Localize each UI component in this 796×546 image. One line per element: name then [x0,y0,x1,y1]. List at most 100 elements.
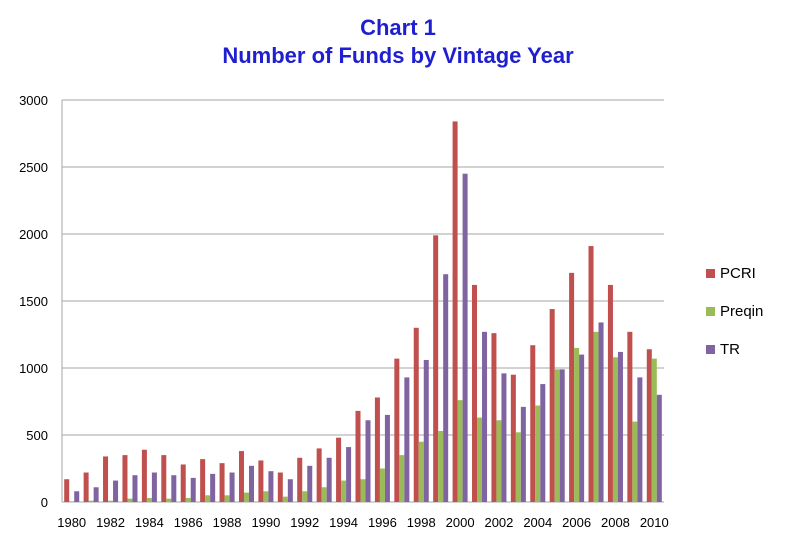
bar-pcri [491,333,497,502]
bar-pcri [510,374,516,502]
bar-preqin [360,479,366,502]
bar-tr [190,477,196,502]
bar-pcri [122,455,128,502]
bar-tr [540,384,546,502]
bar-pcri [452,121,458,502]
bar-tr [346,447,352,502]
y-tick-label: 0 [41,495,48,510]
bar-tr [637,377,643,502]
bar-tr [520,406,526,502]
bar-tr [482,331,488,502]
bar-preqin [612,357,618,502]
bar-preqin [593,331,599,502]
x-tick-label: 1986 [174,515,203,530]
chart-title: Chart 1 [360,15,436,40]
bar-tr [248,465,254,502]
x-tick-label: 2000 [446,515,475,530]
bar-preqin [341,480,347,502]
bar-preqin [88,500,94,502]
bar-tr [287,479,293,502]
bar-tr [74,491,80,502]
x-tick-label: 2004 [523,515,552,530]
x-tick-label: 2010 [640,515,669,530]
bar-preqin [146,497,152,502]
bar-tr [501,373,507,502]
bar-pcri [316,448,322,502]
bar-preqin [282,496,288,502]
bar-preqin [457,400,463,502]
chart-title-block: Chart 1 Number of Funds by Vintage Year [0,14,796,70]
bar-pcri [336,437,342,502]
bar-preqin [224,495,230,502]
bar-pcri [141,449,147,502]
bar-pcri [549,309,555,502]
bar-preqin [651,358,657,502]
bar-pcri [161,455,167,502]
x-tick-label: 1996 [368,515,397,530]
bar-pcri [413,327,419,502]
bar-preqin [399,455,405,502]
x-tick-label: 2008 [601,515,630,530]
bar-tr [132,475,138,502]
bar-preqin [554,369,560,502]
bar-pcri [103,456,109,502]
bar-preqin [321,487,327,502]
bar-tr [365,420,371,502]
bar-tr [151,472,157,502]
bar-pcri [355,410,361,502]
bar-preqin [185,497,191,502]
bar-preqin [574,347,580,502]
bar-tr [617,351,623,502]
bar-tr [229,472,235,502]
bar-tr [210,473,216,502]
bar-preqin [379,468,385,502]
bar-pcri [258,460,264,502]
y-tick-label: 2000 [19,227,48,242]
bar-pcri [180,464,186,502]
legend-label-tr: TR [720,341,740,358]
bar-pcri [238,451,244,502]
bar-tr [171,475,177,502]
bar-pcri [472,284,478,502]
bar-tr [462,173,468,502]
bar-preqin [535,405,541,502]
bar-tr [598,322,604,502]
bar-tr [579,354,585,502]
bar-preqin [205,495,211,502]
x-tick-label: 1998 [407,515,436,530]
bar-preqin [243,492,249,502]
chart-subtitle: Number of Funds by Vintage Year [222,43,574,68]
legend-swatch-preqin [706,307,715,316]
bar-pcri [569,272,575,502]
bar-tr [404,377,410,502]
bar-preqin [108,500,114,502]
y-tick-label: 1500 [19,294,48,309]
legend-swatch-pcri [706,269,715,278]
legend-label-preqin: Preqin [720,303,763,320]
bar-pcri [530,345,536,502]
bar-tr [423,359,429,502]
y-tick-label: 3000 [19,93,48,108]
y-tick-label: 2500 [19,160,48,175]
bar-pcri [588,246,594,502]
bar-pcri [607,284,613,502]
bar-tr [443,274,449,502]
bar-preqin [302,491,308,502]
bar-pcri [374,397,380,502]
bar-pcri [219,463,225,502]
bar-tr [656,394,662,502]
bar-tr [326,457,332,502]
x-tick-label: 1982 [96,515,125,530]
bar-pcri [83,472,89,502]
y-tick-label: 1000 [19,361,48,376]
x-tick-label: 1994 [329,515,358,530]
legend-swatch-tr [706,345,715,354]
x-tick-label: 1980 [57,515,86,530]
bar-pcri [627,331,633,502]
bar-preqin [166,498,172,502]
bar-preqin [263,491,269,502]
bar-tr [307,465,313,502]
bar-preqin [127,498,133,502]
bar-tr [384,414,390,502]
